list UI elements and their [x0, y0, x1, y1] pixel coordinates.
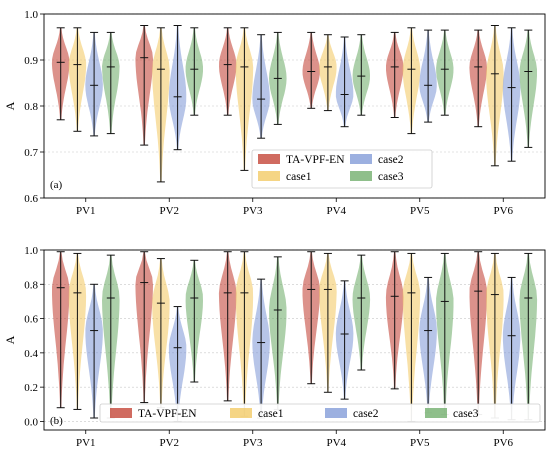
legend-label: TA-VPF-EN: [138, 408, 197, 420]
legend-swatch: [425, 408, 447, 418]
legend-label: case1: [258, 408, 284, 420]
x-tick-label: PV4: [326, 437, 346, 449]
legend-swatch: [230, 408, 252, 418]
y-tick-label: 0.9: [24, 55, 38, 67]
y-axis-title: A: [3, 101, 17, 110]
panel-b: 0.0 0.2 0.4 0.6 0.8 1.0 PV1 PV2 PV3 PV4 PV5 PV6 A (b)…: [3, 245, 546, 449]
panel-a: 0.6 0.7 0.8 0.9 1.0 PV1 PV2 PV3 PV4 PV5 PV6 A (a) TA-…: [3, 9, 546, 217]
legend-label: case3: [453, 408, 479, 420]
y-tick-label: 0.0: [24, 416, 38, 428]
y-tick-label: 0.8: [24, 279, 38, 291]
x-tick-label: PV5: [410, 437, 430, 449]
y-tick-label: 0.7: [24, 147, 38, 159]
x-tick-label: PV3: [243, 437, 263, 449]
legend: TA-VPF-EN case1 case2 case3: [251, 149, 433, 189]
legend-swatch: [110, 408, 132, 418]
y-tick-label: 0.6: [24, 193, 38, 205]
legend: TA-VPF-EN case1 case2 case3: [99, 403, 541, 423]
x-tick-label: PV1: [76, 205, 96, 217]
x-tick-label: PV6: [493, 437, 513, 449]
y-tick-label: 0.6: [24, 314, 38, 326]
y-tick-label: 0.2: [24, 382, 38, 394]
y-tick-label: 0.8: [24, 101, 38, 113]
legend-swatch: [350, 171, 372, 181]
y-tick-label: 1.0: [24, 245, 38, 257]
legend-label: case1: [286, 171, 312, 183]
x-tick-label: PV2: [159, 437, 179, 449]
panel-label: (a): [50, 179, 63, 191]
legend-label: case2: [378, 154, 404, 166]
legend-swatch: [350, 154, 372, 164]
legend-label: case2: [353, 408, 379, 420]
legend-label: TA-VPF-EN: [286, 154, 345, 166]
legend-swatch: [325, 408, 347, 418]
legend-label: case3: [378, 171, 404, 183]
x-tick-label: PV6: [493, 205, 513, 217]
y-axis-title: A: [3, 335, 17, 344]
x-tick-label: PV2: [159, 205, 179, 217]
legend-swatch: [258, 171, 280, 181]
y-tick-label: 0.4: [24, 348, 38, 360]
plot-frame: [43, 13, 546, 199]
x-tick-label: PV3: [243, 205, 263, 217]
panel-label: (b): [50, 415, 63, 427]
y-tick-label: 1.0: [24, 9, 38, 21]
legend-box: [251, 149, 433, 189]
x-tick-label: PV5: [410, 205, 430, 217]
legend-swatch: [258, 154, 280, 164]
plot-frame: [43, 249, 546, 431]
x-tick-label: PV4: [326, 205, 346, 217]
x-tick-label: PV1: [76, 437, 96, 449]
